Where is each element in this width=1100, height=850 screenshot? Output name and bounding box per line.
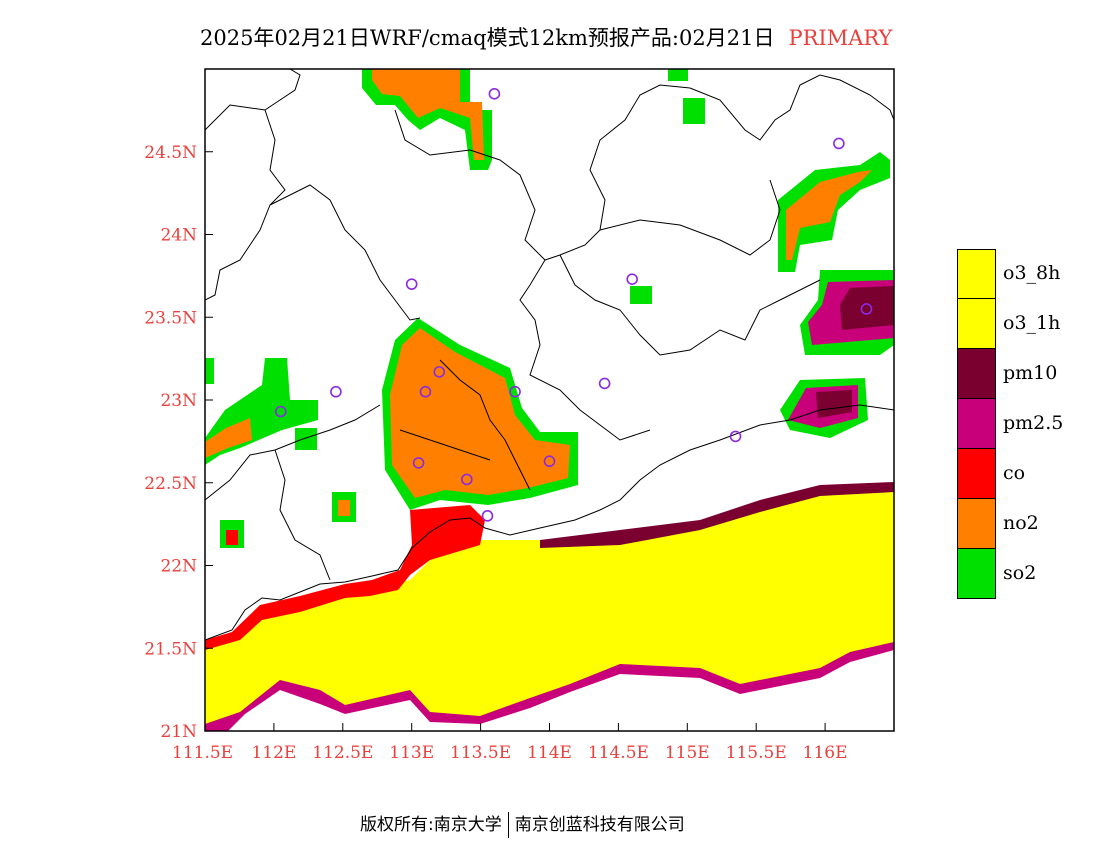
- y-tick-label: 24.5N: [144, 143, 197, 163]
- copyright-footer: 版权所有:南京大学 南京创蓝科技有限公司: [360, 810, 685, 838]
- east-cluster-upper-pm10: [840, 286, 894, 330]
- province-border-6: [559, 254, 821, 356]
- coastal-band-pm10: [540, 482, 894, 548]
- coastline: [205, 404, 894, 641]
- y-tick-label: 22N: [160, 557, 197, 577]
- station-marker: [433, 366, 446, 378]
- x-tick-label: 112E: [251, 743, 296, 763]
- no2-north-core: [372, 69, 484, 160]
- small-cluster-left-core: [226, 530, 238, 545]
- legend-swatch: [957, 549, 996, 599]
- x-tick-label: 115.5E: [726, 743, 787, 763]
- province-border-8: [205, 404, 381, 501]
- primary-tag: PRIMARY: [788, 26, 893, 50]
- station-marker: [509, 385, 521, 398]
- province-border-3: [269, 184, 421, 321]
- legend-swatch: [957, 249, 996, 299]
- station-marker: [481, 510, 494, 522]
- station-marker: [598, 377, 611, 390]
- copyright-right: 南京创蓝科技有限公司: [514, 815, 685, 835]
- province-border-9: [274, 449, 331, 581]
- legend-label: o3_8h: [1003, 262, 1061, 284]
- coastal-band-co: [205, 505, 485, 650]
- station-marker: [330, 385, 342, 398]
- coastal-band-south: [205, 642, 894, 731]
- y-tick-label: 23N: [160, 391, 197, 411]
- x-tick-label: 116E: [803, 743, 848, 763]
- y-tick-label: 21.5N: [144, 639, 197, 659]
- x-tick-label: 113E: [389, 743, 434, 763]
- x-tick-label: 111.5E: [172, 743, 233, 763]
- north-small-cell: [683, 98, 705, 124]
- x-tick-label: 113.5E: [450, 743, 511, 763]
- station-marker: [274, 405, 287, 418]
- province-border-10: [439, 359, 531, 491]
- station-markers: [274, 88, 873, 522]
- small-cluster-mid-core: [338, 500, 350, 516]
- legend-label: so2: [1003, 562, 1037, 584]
- y-tick-label: 23.5N: [144, 308, 197, 328]
- province-border-5: [689, 74, 894, 141]
- province-border-1: [205, 69, 301, 131]
- legend-label: pm2.5: [1003, 412, 1064, 434]
- legend-label: co: [1003, 462, 1026, 484]
- legend-label: no2: [1003, 512, 1039, 534]
- station-marker: [543, 455, 556, 468]
- legend-swatch: [957, 399, 996, 449]
- x-tick-label: 114E: [527, 743, 572, 763]
- station-marker: [626, 273, 638, 285]
- west-small-cell: [295, 428, 317, 450]
- y-tick-label: 24N: [160, 226, 197, 246]
- x-tick-label: 112.5E: [312, 743, 373, 763]
- province-border-11: [399, 429, 491, 461]
- legend-label: pm10: [1003, 362, 1058, 384]
- footer-separator: [507, 812, 509, 838]
- legend-swatch: [957, 449, 996, 499]
- northeast-small-cell: [630, 286, 652, 304]
- west-edge-cell: [205, 358, 214, 384]
- station-marker: [461, 473, 473, 486]
- province-border-7: [519, 259, 651, 441]
- province-border-2: [205, 109, 286, 301]
- map-title: 2025年02月21日WRF/cmaq模式12km预报产品:02月21日 PRIM…: [200, 22, 892, 52]
- station-marker: [729, 430, 742, 443]
- station-marker: [412, 457, 425, 469]
- station-marker: [419, 385, 432, 398]
- o3-sea-field: [205, 484, 894, 731]
- east-cluster-lower-pm10: [816, 390, 852, 418]
- x-tick-label: 114.5E: [588, 743, 649, 763]
- title-text: 2025年02月21日WRF/cmaq模式12km预报产品:02月21日: [200, 26, 775, 50]
- no2-ne-core: [786, 170, 872, 260]
- north-top-cell: [668, 69, 688, 81]
- legend-swatch: [957, 299, 996, 349]
- legend-swatch: [957, 349, 996, 399]
- y-tick-label: 22.5N: [144, 474, 197, 494]
- province-border-12: [599, 179, 781, 256]
- station-marker: [860, 303, 873, 315]
- y-tick-label: 21N: [160, 722, 197, 742]
- copyright-left: 版权所有:南京大学: [360, 815, 502, 835]
- legend-label: o3_1h: [1003, 312, 1061, 334]
- x-tick-label: 115E: [665, 743, 710, 763]
- boundary-lines: [205, 69, 894, 641]
- y-axis: 21N 21.5N 22N 22.5N 23N 23.5N 24N 24.5N: [144, 143, 213, 742]
- station-marker: [405, 278, 418, 290]
- station-marker: [488, 88, 501, 100]
- west-cluster-core: [205, 418, 252, 458]
- legend-swatch: [957, 499, 996, 549]
- pollution-field: [205, 69, 894, 731]
- station-marker: [833, 137, 845, 150]
- no2-ne-field: [778, 152, 890, 272]
- x-axis: 111.5E 112E 112.5E 113E 113.5E 114E 114.5E 115E…: [172, 723, 848, 763]
